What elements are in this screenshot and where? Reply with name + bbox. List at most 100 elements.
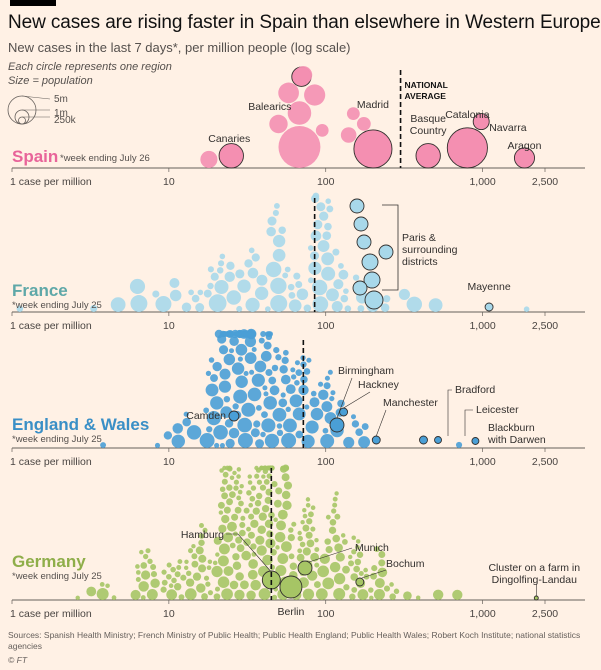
france-region-dot xyxy=(288,299,302,313)
england-region-dot xyxy=(154,442,161,448)
france-region-dot xyxy=(273,202,280,209)
england-region-dot xyxy=(214,442,220,448)
germany-region-dot xyxy=(231,513,239,521)
germany-region-dot xyxy=(307,511,314,518)
england-region-dot xyxy=(283,418,297,433)
france-region-dot xyxy=(195,303,205,312)
germany-region-dot xyxy=(145,548,151,554)
germany-region-dot xyxy=(271,594,278,600)
england-region-dot xyxy=(303,368,311,375)
germany-region-dot xyxy=(371,565,378,572)
france-region-dot xyxy=(308,261,322,275)
germany-region-dot xyxy=(178,594,185,600)
france-region-dot xyxy=(326,205,334,213)
germany-region-dot xyxy=(212,560,218,566)
axis-tick-label: 2,500 xyxy=(532,608,558,620)
axis-tick-label: 100 xyxy=(317,456,335,468)
france-region-dot xyxy=(251,253,260,262)
england-region-dot xyxy=(229,336,239,346)
spain-label-basque-2: Country xyxy=(410,125,448,137)
germany-region-dot xyxy=(232,553,240,561)
france-region-dot xyxy=(226,261,235,270)
germany-region-dot xyxy=(343,584,350,591)
germany-region-dot xyxy=(300,519,305,525)
england-region-dot xyxy=(281,433,297,448)
germany-region-dot xyxy=(171,577,177,584)
germany-region-dot xyxy=(348,554,353,560)
france-region-dot xyxy=(207,282,214,290)
germany-region-dot xyxy=(250,579,261,591)
germany-region-dot xyxy=(205,581,211,587)
france-region-dot xyxy=(523,306,530,312)
germany-region-dot xyxy=(223,506,231,514)
france-region-dot xyxy=(340,294,349,303)
england-leader-birmingham xyxy=(336,377,353,419)
france-region-dot xyxy=(316,202,326,212)
france-region-dot xyxy=(317,240,330,252)
germany-region-dot xyxy=(223,566,234,577)
germany-region-dot xyxy=(342,565,350,574)
france-region-dot xyxy=(278,226,286,235)
france-paris-district xyxy=(356,234,372,250)
key-circle xyxy=(18,116,26,125)
germany-region-dot xyxy=(191,543,196,549)
england-region-dot xyxy=(247,387,262,402)
germany-region-dot xyxy=(259,465,264,471)
england-region-dot xyxy=(455,441,463,448)
england-region-dot xyxy=(229,348,235,354)
france-region-dot xyxy=(272,209,279,216)
england-region-dot xyxy=(269,385,280,396)
england-region-dot xyxy=(329,395,335,402)
spain-region-dot xyxy=(340,127,357,143)
germany-region-dot xyxy=(250,543,257,550)
germany-region-dot xyxy=(211,565,223,578)
england-region-dot xyxy=(263,341,272,350)
germany-region-dot xyxy=(206,565,212,570)
france-region-dot xyxy=(288,291,296,299)
germany-region-dot xyxy=(202,527,208,533)
spain-region-navarra xyxy=(472,113,490,131)
germany-region-dot xyxy=(135,570,141,575)
france-region-dot xyxy=(16,305,24,312)
france-region-dot xyxy=(197,289,204,296)
axis-tick-label: 1 case per million xyxy=(10,176,92,188)
france-region-dot xyxy=(321,252,335,266)
france-region-dot xyxy=(244,259,253,268)
england-label-blackburn-2: with Darwen xyxy=(487,434,546,446)
germany-region-dot xyxy=(259,484,267,491)
england-region-dot xyxy=(309,397,320,408)
england-region-dot xyxy=(273,346,280,354)
germany-region-dot xyxy=(310,526,316,532)
germany-region-dot xyxy=(305,502,311,508)
germany-region-dot xyxy=(355,539,361,544)
axis-tick-label: 10 xyxy=(163,176,175,188)
england-blackburn-with-darwen-dot xyxy=(471,437,480,445)
germany-region-dot xyxy=(334,543,343,552)
england-region-dot xyxy=(280,392,286,398)
germany-region-dot xyxy=(247,480,253,485)
germany-region-dot xyxy=(177,559,183,564)
france-paris-district xyxy=(378,244,394,260)
france-region-dot xyxy=(267,216,277,226)
france-region-dot xyxy=(191,294,200,303)
germany-berlin-dot xyxy=(279,575,303,599)
germany-region-dot xyxy=(75,595,80,600)
germany-region-dot xyxy=(297,535,303,542)
france-region-dot xyxy=(312,296,329,313)
england-region-dot xyxy=(278,398,288,408)
england-region-dot xyxy=(305,420,319,434)
england-region-dot xyxy=(182,417,191,427)
germany-region-dot xyxy=(261,504,270,513)
germany-region-dot xyxy=(146,589,158,600)
england-region-dot xyxy=(224,419,234,428)
england-region-dot xyxy=(279,365,288,374)
france-region-dot xyxy=(248,247,255,254)
england-region-dot xyxy=(237,356,243,362)
england-region-dot xyxy=(183,411,189,417)
france-region-dot xyxy=(210,272,219,281)
germany-region-dot xyxy=(214,586,221,592)
germany-region-dot xyxy=(373,546,380,552)
germany-region-dot xyxy=(262,554,273,566)
germany-region-dot xyxy=(173,582,182,591)
germany-region-dot xyxy=(357,589,369,601)
